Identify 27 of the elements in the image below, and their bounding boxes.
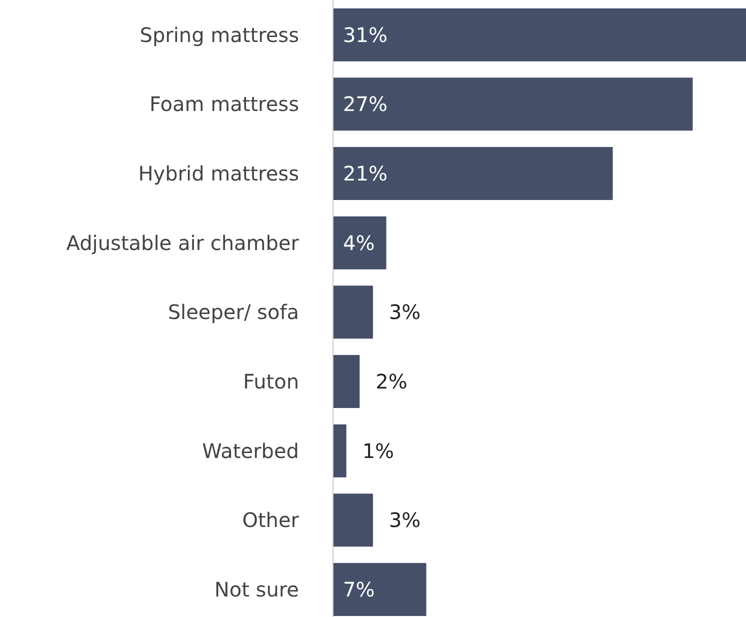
data-label: 4% — [343, 230, 375, 255]
y-tick-label: Other — [242, 508, 300, 532]
data-label: 1% — [362, 438, 394, 463]
bar — [333, 424, 346, 478]
data-label: 2% — [376, 369, 408, 394]
bar — [333, 146, 613, 200]
bar — [333, 78, 693, 131]
bar — [333, 354, 360, 408]
data-label: 27% — [343, 92, 388, 116]
bar — [333, 8, 746, 62]
bar — [333, 216, 386, 270]
data-label: 7% — [343, 577, 375, 602]
data-label: 3% — [388, 300, 421, 324]
y-tick-label: Spring mattress — [140, 22, 299, 47]
y-tick-label: Sleeper/ sofa — [168, 300, 299, 324]
data-label: 31% — [343, 22, 388, 47]
data-label: 21% — [343, 161, 388, 186]
y-tick-label: Foam mattress — [150, 92, 299, 116]
y-tick-label: Waterbed — [202, 438, 299, 463]
bar — [333, 494, 373, 547]
y-tick-label: Not sure — [214, 577, 299, 602]
y-tick-label: Hybrid mattress — [138, 161, 299, 186]
bar — [333, 562, 426, 616]
y-tick-label: Futon — [243, 369, 299, 394]
y-tick-label: Adjustable air chamber — [66, 230, 300, 255]
data-label: 3% — [388, 508, 421, 532]
bar — [333, 286, 373, 339]
